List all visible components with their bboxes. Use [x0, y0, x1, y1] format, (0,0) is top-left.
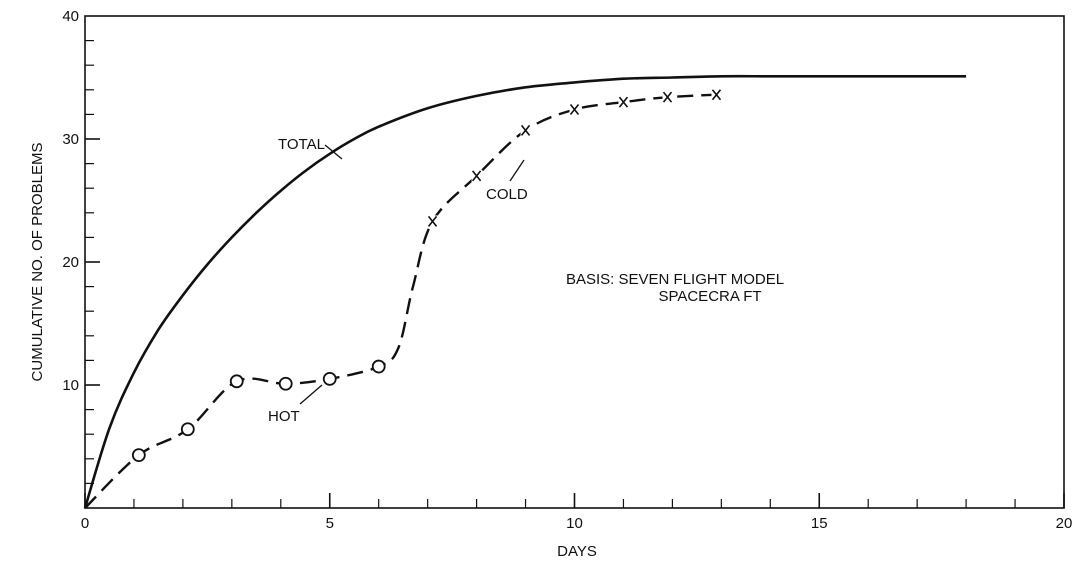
- x-tick-label: 15: [811, 515, 828, 532]
- y-tick-label: 20: [62, 254, 79, 271]
- total-label-leader: [324, 144, 343, 160]
- hot-point: [229, 374, 244, 389]
- cold-point: [662, 91, 673, 104]
- cold-point: [711, 88, 722, 101]
- total-series-label: TOTAL: [278, 136, 325, 153]
- hot-cold-dashed-line: [84, 93, 717, 509]
- basis-note-line-1: BASIS: SEVEN FLIGHT MODEL: [566, 271, 784, 288]
- basis-note-line-2: SPACECRA FT: [658, 288, 761, 305]
- y-tick-label: 10: [62, 377, 79, 394]
- y-axis-title: CUMULATIVE NO. OF PROBLEMS: [29, 143, 46, 382]
- x-tick-label: 5: [326, 515, 334, 532]
- total-series-line: [83, 74, 967, 509]
- cold-point: [471, 169, 482, 182]
- x-axis-title: DAYS: [557, 543, 597, 560]
- hot-point: [131, 448, 146, 463]
- hot-series-label: HOT: [268, 408, 300, 425]
- cold-point: [569, 103, 580, 116]
- plot-frame: [84, 15, 1065, 509]
- cold-point: [618, 96, 629, 109]
- hot-point: [180, 422, 195, 437]
- x-tick-label: 20: [1056, 515, 1073, 532]
- ticks-layer: 0 5 10 15 20 10 20 30 40: [62, 8, 1072, 532]
- hot-point: [278, 376, 293, 391]
- y-tick-label: 40: [62, 8, 79, 25]
- frame-layer: [84, 15, 1065, 509]
- cold-label-leader: [509, 159, 525, 182]
- hot-point: [371, 359, 386, 374]
- cold-point: [520, 124, 531, 137]
- hot-label-leader: [299, 384, 323, 405]
- x-tick-label: 0: [81, 515, 89, 532]
- x-tick-label: 10: [566, 515, 583, 532]
- labels-layer: DAYS CUMULATIVE NO. OF PROBLEMS TOTAL CO…: [29, 136, 784, 560]
- hot-point: [322, 371, 337, 386]
- y-tick-label: 30: [62, 131, 79, 148]
- cold-series-label: COLD: [486, 186, 528, 203]
- cold-point: [427, 215, 438, 228]
- series-layer: [83, 74, 967, 509]
